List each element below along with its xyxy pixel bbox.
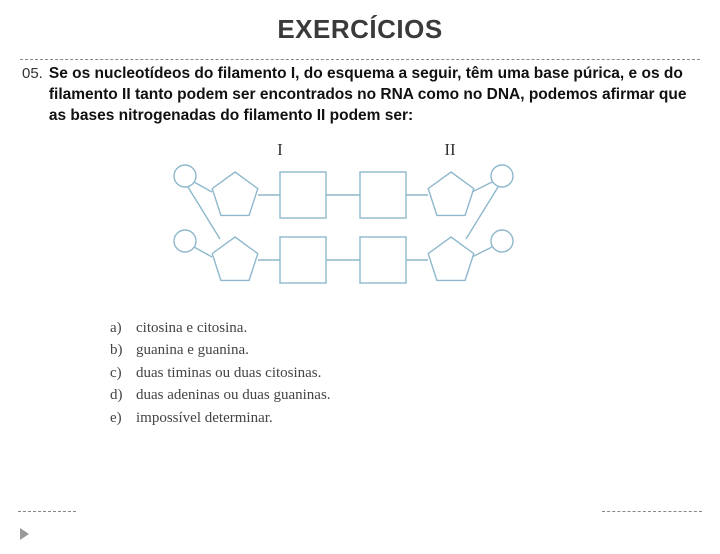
answer-text: guanina e guanina. (136, 339, 249, 362)
answer-list: a)citosina e citosina. b)guanina e guani… (110, 317, 720, 430)
answer-option: b)guanina e guanina. (110, 339, 720, 362)
divider-bottom-left (18, 511, 76, 512)
answer-option: c)duas timinas ou duas citosinas. (110, 362, 720, 385)
answer-letter: e) (110, 407, 136, 430)
nav-triangle-icon (20, 528, 29, 540)
answer-text: impossível determinar. (136, 407, 273, 430)
answer-text: duas adeninas ou duas guaninas. (136, 384, 331, 407)
question-block: 05. Se os nucleotídeos do filamento I, d… (0, 60, 720, 127)
answer-option: d)duas adeninas ou duas guaninas. (110, 384, 720, 407)
answer-option: e)impossível determinar. (110, 407, 720, 430)
answer-text: duas timinas ou duas citosinas. (136, 362, 321, 385)
divider-bottom-right (602, 511, 702, 512)
nucleotide-diagram: III (0, 139, 720, 307)
answer-letter: d) (110, 384, 136, 407)
question-text: Se os nucleotídeos do filamento I, do es… (49, 64, 690, 127)
svg-text:I: I (277, 140, 283, 159)
answer-text: citosina e citosina. (136, 317, 247, 340)
answer-letter: b) (110, 339, 136, 362)
page-title: EXERCÍCIOS (0, 14, 720, 45)
answer-option: a)citosina e citosina. (110, 317, 720, 340)
answer-letter: c) (110, 362, 136, 385)
svg-text:II: II (444, 140, 456, 159)
answer-letter: a) (110, 317, 136, 340)
question-number: 05. (22, 65, 43, 82)
